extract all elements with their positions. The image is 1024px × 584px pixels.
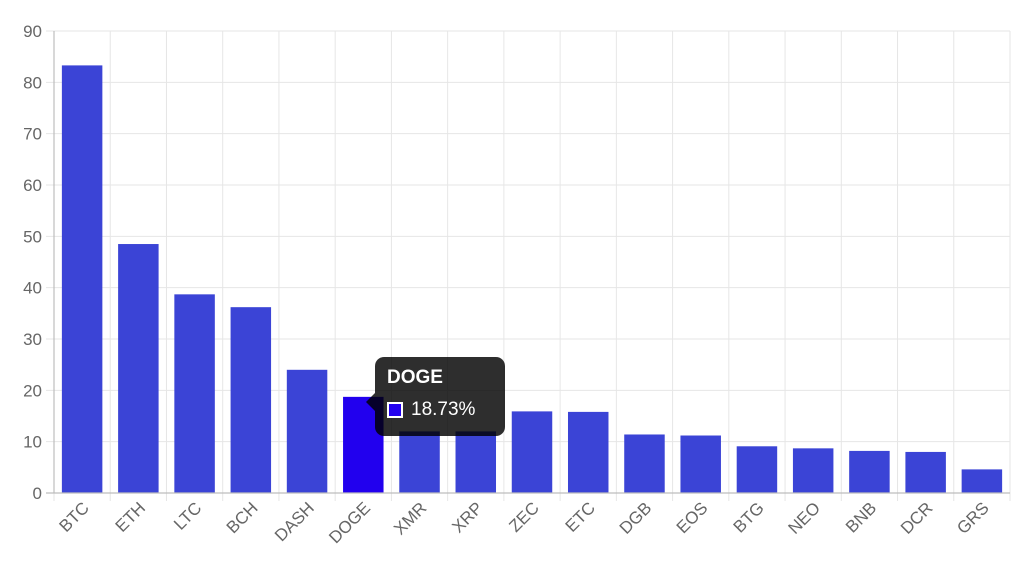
x-tick-labels: BTC ETH LTC BCH DASH DOGE XMR XRP ZEC ETC DGB EOS BT… — [55, 498, 992, 547]
x-tick-label: ETH — [112, 498, 149, 535]
bar-bch[interactable] — [230, 307, 272, 493]
bar-xrp[interactable] — [455, 431, 497, 493]
x-tick-label: LTC — [170, 498, 205, 533]
y-tick-label: 0 — [33, 484, 42, 503]
y-tick-label: 30 — [23, 330, 42, 349]
x-tick-label: BTG — [730, 498, 768, 536]
bar-eth[interactable] — [118, 244, 159, 493]
x-tick-label: NEO — [785, 498, 824, 537]
y-tick-label: 90 — [23, 22, 42, 41]
y-tick-label: 50 — [23, 227, 42, 246]
x-tick-label: XMR — [390, 498, 430, 538]
y-tick-label: 10 — [23, 433, 42, 452]
x-tick-label: DCR — [897, 498, 936, 537]
y-tick-label: 70 — [23, 125, 42, 144]
bar-ltc[interactable] — [174, 294, 215, 493]
x-tick-label: ETC — [562, 498, 599, 535]
y-tick-label: 80 — [23, 73, 42, 92]
y-tick-label: 40 — [23, 279, 42, 298]
x-tick-label: XRP — [448, 498, 486, 536]
x-tick-label: BNB — [842, 498, 880, 536]
bar-etc[interactable] — [567, 411, 609, 493]
bar-btg[interactable] — [736, 446, 778, 493]
bar-bnb[interactable] — [849, 450, 890, 493]
grid — [46, 30, 1011, 501]
bar-dgb[interactable] — [624, 434, 665, 493]
x-tick-label: DGB — [616, 498, 655, 537]
bar-neo[interactable] — [792, 448, 834, 493]
x-tick-label: DOGE — [325, 498, 374, 547]
y-tick-labels: 0 10 20 30 40 50 60 70 80 90 — [23, 22, 42, 503]
tooltip-color-swatch — [387, 402, 403, 418]
tooltip-title: DOGE — [387, 367, 443, 388]
bar-tooltip: DOGE 18.73% — [366, 357, 505, 436]
bar-xmr[interactable] — [399, 431, 440, 493]
x-tick-label: ZEC — [505, 498, 542, 535]
bar-grs[interactable] — [961, 469, 1003, 493]
axes — [46, 31, 1010, 494]
bar-btc[interactable] — [61, 65, 103, 493]
bar-dash[interactable] — [286, 369, 328, 493]
y-tick-label: 20 — [23, 381, 42, 400]
bars — [61, 65, 1003, 493]
tooltip-value: 18.73% — [411, 399, 476, 420]
x-tick-label: BTC — [55, 498, 92, 535]
y-tick-label: 60 — [23, 176, 42, 195]
x-tick-label: DASH — [271, 498, 318, 545]
bar-dcr[interactable] — [905, 451, 946, 493]
bar-eos[interactable] — [680, 435, 721, 493]
x-tick-label: BCH — [223, 498, 262, 537]
x-tick-label: EOS — [673, 498, 712, 537]
x-tick-label: GRS — [953, 498, 992, 537]
bar-zec[interactable] — [511, 411, 553, 493]
